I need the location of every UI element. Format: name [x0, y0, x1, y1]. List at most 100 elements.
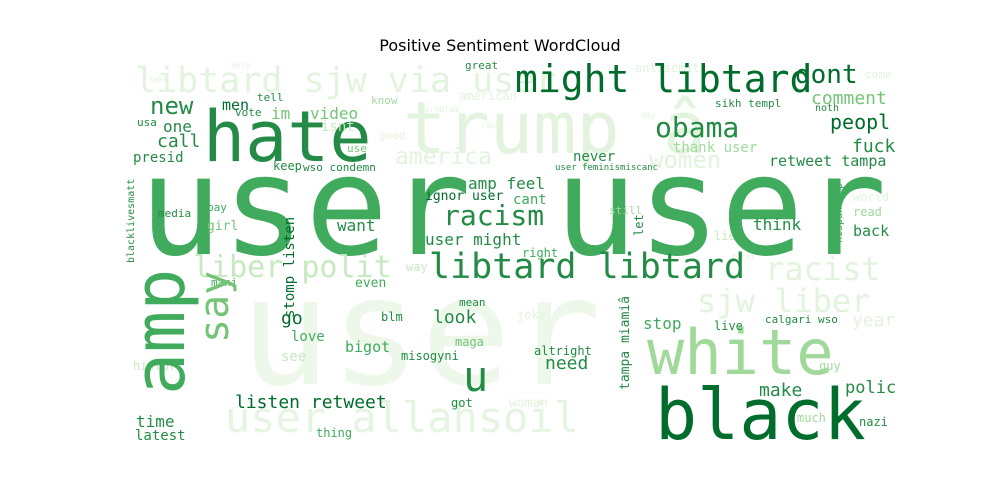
word-blm: blm [381, 310, 403, 324]
word-think: think [753, 215, 802, 234]
word-use: use [347, 142, 367, 155]
word-call: call [157, 131, 201, 152]
word-thank-user: thank user [673, 140, 758, 156]
word-black: black [655, 374, 866, 445]
word-hispan-amp: hispan amp [834, 182, 845, 243]
word-thing: thing [316, 426, 353, 440]
word-liber-polit: liber polit [193, 250, 392, 285]
word-woman: woman [509, 396, 549, 411]
word-love: love [291, 329, 325, 345]
word-help: help [231, 61, 251, 70]
word-joke: joke [517, 308, 546, 322]
word-obama: obama [655, 111, 740, 144]
word-tampa-miamia: tampa miamiâ [618, 296, 633, 390]
word-user-big: user [240, 246, 602, 420]
word-usa: usa [137, 116, 157, 129]
word-white: white [647, 316, 834, 389]
word-histori: histori [133, 359, 184, 373]
word-day: day [641, 111, 656, 120]
word-misogyni: misogyni [401, 349, 459, 363]
word-never: never [573, 149, 616, 165]
word-retweet-tampa: retweet tampa [769, 152, 887, 170]
word-trump: trump â [403, 86, 707, 170]
word-back: back [853, 222, 890, 240]
word-take: take [149, 75, 169, 84]
word-latest: latest [135, 428, 186, 444]
word-good: good [379, 129, 406, 142]
word-men: men [222, 96, 250, 114]
word-nazi: nazi [859, 415, 888, 429]
word-got: got [451, 396, 473, 410]
word-u: u [463, 352, 489, 401]
word-year: year [852, 310, 895, 331]
word-vote: vote [235, 106, 262, 119]
word-first: first [731, 253, 756, 262]
word-media: media [158, 207, 192, 220]
word-great: great [465, 60, 499, 72]
word-user-might: user might [425, 230, 522, 249]
word-racism: racism [443, 199, 545, 232]
word-rape: rape [481, 121, 501, 130]
word-amp-feel: amp feel [468, 174, 546, 193]
word-video: video [310, 104, 359, 123]
word-maga: maga [455, 335, 484, 349]
word-new: new [150, 92, 194, 120]
word-even: even [355, 276, 387, 291]
word-hate: hate [203, 96, 372, 178]
word-want: want [337, 216, 376, 235]
word-racist: racist [765, 250, 881, 288]
word-sjw-liber: sjw liber [697, 282, 871, 320]
word-right: right [522, 246, 559, 260]
word-comment: comment [811, 88, 887, 109]
word-tell: tell [257, 91, 284, 104]
word-keep: keep [273, 159, 302, 173]
word-cant: cant [513, 192, 547, 208]
word-america: america [395, 144, 492, 170]
word-problem: problem [425, 105, 459, 114]
word-women: women [649, 146, 722, 174]
word-wso-condemn: wso condemn [303, 161, 376, 174]
word-user-feminismiscanc: user feminismiscanc [555, 163, 658, 173]
word-cloud: libtard sjw via user trump â user user a… [125, 60, 895, 445]
word-much: much [797, 411, 826, 425]
word-user-allahsoil: user allahsoil [225, 393, 580, 442]
word-antisemit: antisemit [635, 61, 701, 75]
word-look: look [433, 307, 477, 328]
word-know: know [371, 94, 398, 107]
word-let: let [632, 214, 646, 236]
word-way: way [406, 260, 428, 274]
word-might-libtard: might libtard [515, 60, 813, 101]
word-american: american [459, 89, 517, 103]
word-sikh-templ: sikh templ [715, 97, 782, 110]
word-mean: mean [459, 296, 486, 309]
word-live: live [714, 319, 743, 333]
word-guy: guy [819, 359, 841, 373]
word-calgari-wso: calgari wso [765, 313, 838, 326]
word-lie: lie [714, 229, 736, 243]
word-noth: noth [815, 103, 840, 114]
word-fuck: fuck [852, 136, 895, 157]
word-come: come [865, 68, 892, 81]
word-bigot: bigot [345, 338, 391, 356]
word-pay: pay [207, 201, 227, 214]
word-blacklivesmatt: blacklivesmatt [126, 178, 137, 263]
word-altright: altright [534, 344, 592, 358]
word-listen-retweet: listen retweet [235, 392, 387, 413]
word-libtard-libtard: libtard libtard [429, 247, 746, 287]
word-go: go [281, 308, 303, 329]
word-time: time [136, 412, 175, 431]
word-girl: girl [207, 219, 239, 234]
word-user-user: user user [139, 126, 887, 287]
word-libtard-sjw: libtard sjw via user [135, 61, 557, 101]
word-mani: mani [211, 276, 238, 289]
word-read: read [853, 205, 882, 219]
word-amp: amp [125, 268, 201, 395]
word-polic: polic [845, 378, 895, 398]
word-presid: presid [133, 150, 184, 166]
chart-title: Positive Sentiment WordCloud [379, 36, 621, 55]
word-im: im [271, 104, 291, 123]
word-say: say [192, 270, 238, 343]
word-stomp-listen: stomp listen [282, 216, 298, 318]
word-world: world [853, 190, 890, 204]
